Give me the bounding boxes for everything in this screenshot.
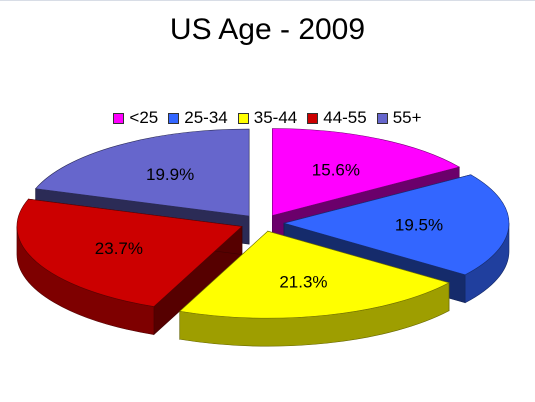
legend-label-3: 44-55 <box>323 108 367 127</box>
legend-swatch-1 <box>168 112 180 124</box>
slice-value-label-3: 23.7% <box>95 239 143 258</box>
legend-item-3: 44-55 <box>307 108 367 128</box>
legend-label-2: 35-44 <box>253 108 298 127</box>
slice-value-label-4: 19.9% <box>146 165 194 184</box>
slice-top-3 <box>16 198 243 307</box>
chart-title: US Age - 2009 <box>169 13 366 46</box>
chart-legend: <25 25-34 35-44 44-55 55+ <box>0 108 535 128</box>
legend-item-4: 55+ <box>376 108 422 128</box>
legend-item-1: 25-34 <box>168 108 228 128</box>
slice-value-label-2: 21.3% <box>279 273 327 292</box>
legend-label-4: 55+ <box>392 108 422 127</box>
legend-swatch-2 <box>237 112 249 124</box>
slice-value-label-1: 19.5% <box>395 215 443 234</box>
slice-top-0 <box>272 128 461 216</box>
slice-top-1 <box>282 174 510 276</box>
slice-value-label-0: 15.6% <box>312 160 360 179</box>
legend-label-0: <25 <box>129 108 159 127</box>
legend-swatch-4 <box>376 112 388 124</box>
legend-item-2: 35-44 <box>237 108 298 128</box>
legend-swatch-0 <box>113 112 125 124</box>
slice-top-4 <box>34 128 250 217</box>
pie-slice-2 <box>179 230 450 347</box>
legend-swatch-3 <box>307 112 319 124</box>
slice-top-2 <box>179 230 450 319</box>
legend-label-1: 25-34 <box>184 108 228 127</box>
legend-item-0: <25 <box>113 108 158 128</box>
pie-slice-3 <box>16 198 243 336</box>
